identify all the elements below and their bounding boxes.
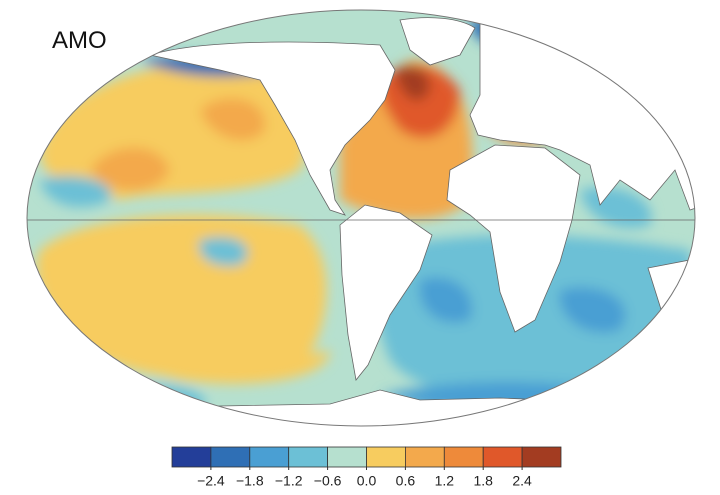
colorbar-tick-label: −1.2 (275, 473, 303, 489)
map-outline (26, 9, 696, 427)
colorbar-tick-label: 0.6 (396, 473, 416, 489)
colorbar-tick-label: −0.6 (314, 473, 342, 489)
colorbar-tick-label: 1.8 (473, 473, 493, 489)
colorbar-bin (249, 446, 290, 468)
colorbar-bin (482, 446, 523, 468)
land (446, 144, 581, 333)
colorbar-bin (366, 446, 406, 468)
land (339, 204, 433, 381)
colorbar-tick-label: 2.4 (512, 473, 532, 489)
map (27, 10, 695, 426)
colorbar-tick-label: −1.8 (236, 473, 264, 489)
land (399, 17, 476, 66)
colorbar-bin (404, 446, 445, 468)
colorbar-tick-label: 1.2 (435, 473, 455, 489)
colorbar-bin (443, 446, 484, 468)
colorbar-bin (210, 446, 251, 468)
colorbar-bin (288, 446, 329, 468)
land (149, 41, 396, 216)
land (27, 389, 695, 426)
colorbar-bin (521, 446, 562, 468)
colorbar: −2.4 −1.8 −1.2 −0.6 0.0 0.6 1.2 1.8 2.4 (171, 446, 562, 489)
colorbar-tick-label: 0.0 (357, 473, 377, 489)
map-title: AMO (52, 27, 107, 54)
colorbar-bin (171, 446, 212, 468)
colorbar-tick-label: −2.4 (197, 473, 225, 489)
colorbar-bin (327, 446, 367, 468)
